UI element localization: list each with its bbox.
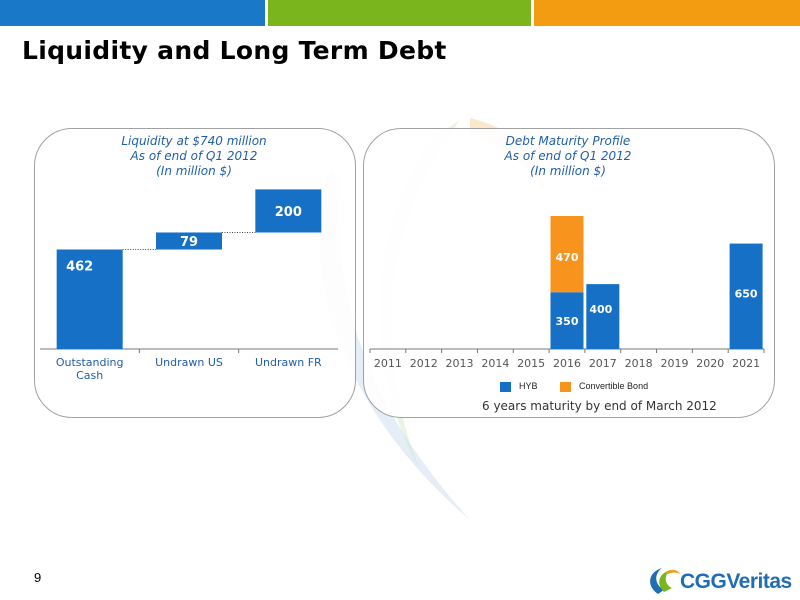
slide-title: Liquidity and Long Term Debt (22, 36, 447, 65)
maturity-note: 6 years maturity by end of March 2012 (482, 399, 717, 413)
x-tick-label: 2020 (696, 357, 724, 370)
hyb-bar (550, 292, 584, 349)
hyb-bar (729, 243, 763, 349)
debt-title-line: As of end of Q1 2012 (504, 149, 632, 163)
liquidity-panel-title: Liquidity at $740 million As of end of Q… (34, 134, 354, 179)
x-tick-label: 2018 (625, 357, 653, 370)
hyb-bar (586, 284, 620, 349)
header-color-bar (0, 0, 800, 26)
legend-swatch-hyb (500, 381, 511, 392)
debt-title-line: Debt Maturity Profile (505, 134, 631, 148)
x-tick-label: 2011 (374, 357, 402, 370)
x-tick-label: 2014 (481, 357, 509, 370)
x-tick-label: Outstanding (56, 356, 124, 369)
x-tick-label: Undrawn FR (255, 356, 322, 369)
liquidity-title-line: As of end of Q1 2012 (130, 149, 258, 163)
x-tick-label: Cash (76, 369, 103, 382)
x-tick-label: 2016 (553, 357, 581, 370)
bar-data-label: 79 (180, 235, 198, 250)
x-tick-label: 2021 (732, 357, 760, 370)
bar-data-label: 350 (556, 315, 579, 328)
legend-swatch-convertible (560, 381, 572, 392)
waterfall-bar (255, 189, 322, 233)
bar-data-label: 200 (275, 205, 302, 220)
legend-label-hyb: HYB (519, 381, 538, 391)
legend-item-convertible: Convertible Bond (560, 381, 648, 392)
x-tick-label: Undrawn US (155, 356, 223, 369)
header-bar-green (268, 0, 531, 26)
liquidity-title-line: Liquidity at $740 million (121, 134, 267, 148)
header-bar-orange (534, 0, 800, 26)
debt-title-line: (In million $) (530, 164, 606, 178)
bar-data-label: 650 (735, 288, 758, 301)
x-tick-label: 2017 (589, 357, 617, 370)
debt-panel-title: Debt Maturity Profile As of end of Q1 20… (363, 134, 773, 179)
logo-wordmark: CGGVeritas (680, 570, 792, 593)
bar-data-label: 470 (556, 251, 579, 264)
logo-swoosh-icon (650, 568, 680, 594)
header-bar-blue (0, 0, 265, 26)
x-tick-label: 2015 (517, 357, 545, 370)
legend-item-hyb: HYB (500, 381, 538, 392)
waterfall-bar (156, 232, 222, 250)
liquidity-title-line: (In million $) (156, 164, 232, 178)
bar-data-label: 462 (66, 259, 93, 274)
x-tick-label: 2019 (660, 357, 688, 370)
waterfall-bar (56, 249, 123, 349)
debt-chart-legend: HYB Convertible Bond (500, 381, 668, 392)
cggveritas-logo: CGGVeritas (644, 564, 794, 598)
page-number: 9 (34, 570, 42, 585)
bar-data-label: 400 (589, 303, 612, 316)
convertible-bond-bar (550, 216, 584, 293)
legend-label-convertible: Convertible Bond (579, 381, 649, 391)
x-tick-label: 2012 (410, 357, 438, 370)
x-tick-label: 2013 (446, 357, 474, 370)
